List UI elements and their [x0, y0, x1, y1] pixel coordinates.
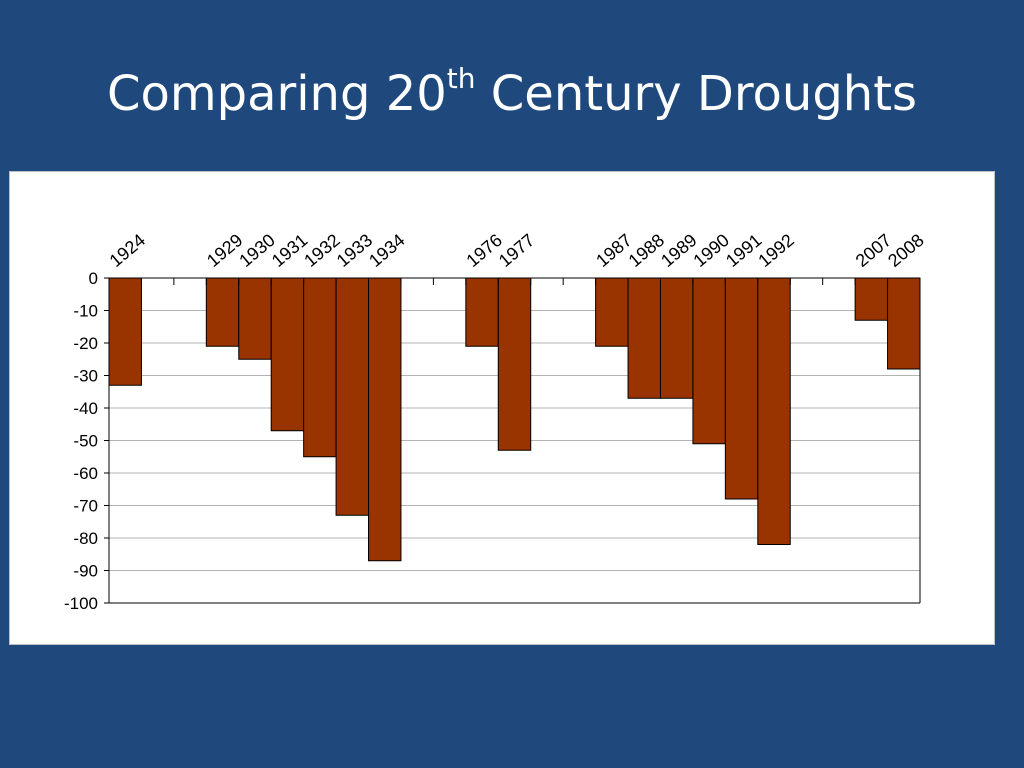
bar [854, 277, 889, 321]
y-tick-label: -40 [73, 399, 98, 418]
x-category-label: 1933 [333, 230, 377, 271]
bar [887, 277, 921, 370]
x-category-label: 1992 [754, 230, 798, 271]
x-category-label: 1929 [203, 230, 247, 271]
title-main: Comparing 20 [106, 66, 447, 122]
bar [270, 277, 305, 432]
bar [757, 277, 791, 545]
bar [205, 277, 240, 347]
x-category-label: 2007 [852, 230, 896, 271]
slide-title: Comparing 20th Century Droughts [0, 62, 1024, 126]
x-category-label: 1977 [495, 230, 539, 271]
bar [108, 277, 142, 386]
bar [238, 277, 272, 360]
y-tick-label: -100 [64, 594, 98, 613]
bar [368, 277, 402, 562]
bar [335, 277, 370, 516]
x-category-label: 1931 [268, 230, 312, 271]
chart-panel: 0 -10 -20 -30 -40 -50 -60 -70 -80 -90 -100 1924 1929… [9, 171, 995, 645]
x-category-label: 1934 [365, 230, 409, 271]
y-tick-label: -70 [73, 497, 98, 516]
y-tick-label: -50 [73, 432, 98, 451]
y-tick-label: -20 [73, 334, 98, 353]
x-category-label: 1976 [462, 230, 506, 271]
title-superscript: th [446, 62, 476, 95]
x-category-label: 1988 [625, 230, 669, 271]
x-category-label: 1987 [592, 230, 636, 271]
y-tick-label: -90 [73, 562, 98, 581]
bar [724, 277, 759, 500]
x-category-label: 1991 [722, 230, 766, 271]
bar [692, 277, 726, 445]
x-category-label: 1990 [690, 230, 734, 271]
bar [497, 277, 532, 451]
x-category-label: 1932 [300, 230, 344, 271]
x-category-label: 2008 [884, 230, 928, 271]
bar [659, 277, 694, 399]
y-tick-label: -10 [73, 302, 98, 321]
bar [627, 277, 661, 399]
drought-bar-chart: 0 -10 -20 -30 -40 -50 -60 -70 -80 -90 -100 1924 1929… [64, 230, 928, 613]
bar [595, 277, 629, 347]
y-tick-label: -60 [73, 464, 98, 483]
x-category-label: 1924 [106, 230, 150, 271]
y-tick-label: -80 [73, 529, 98, 548]
y-tick-label: 0 [89, 269, 98, 288]
x-category-label: 1989 [657, 230, 701, 271]
bar [465, 277, 499, 347]
y-tick-label: -30 [73, 367, 98, 386]
title-end: Century Droughts [475, 66, 918, 122]
x-category-label: 1930 [235, 230, 279, 271]
bar [303, 277, 337, 458]
